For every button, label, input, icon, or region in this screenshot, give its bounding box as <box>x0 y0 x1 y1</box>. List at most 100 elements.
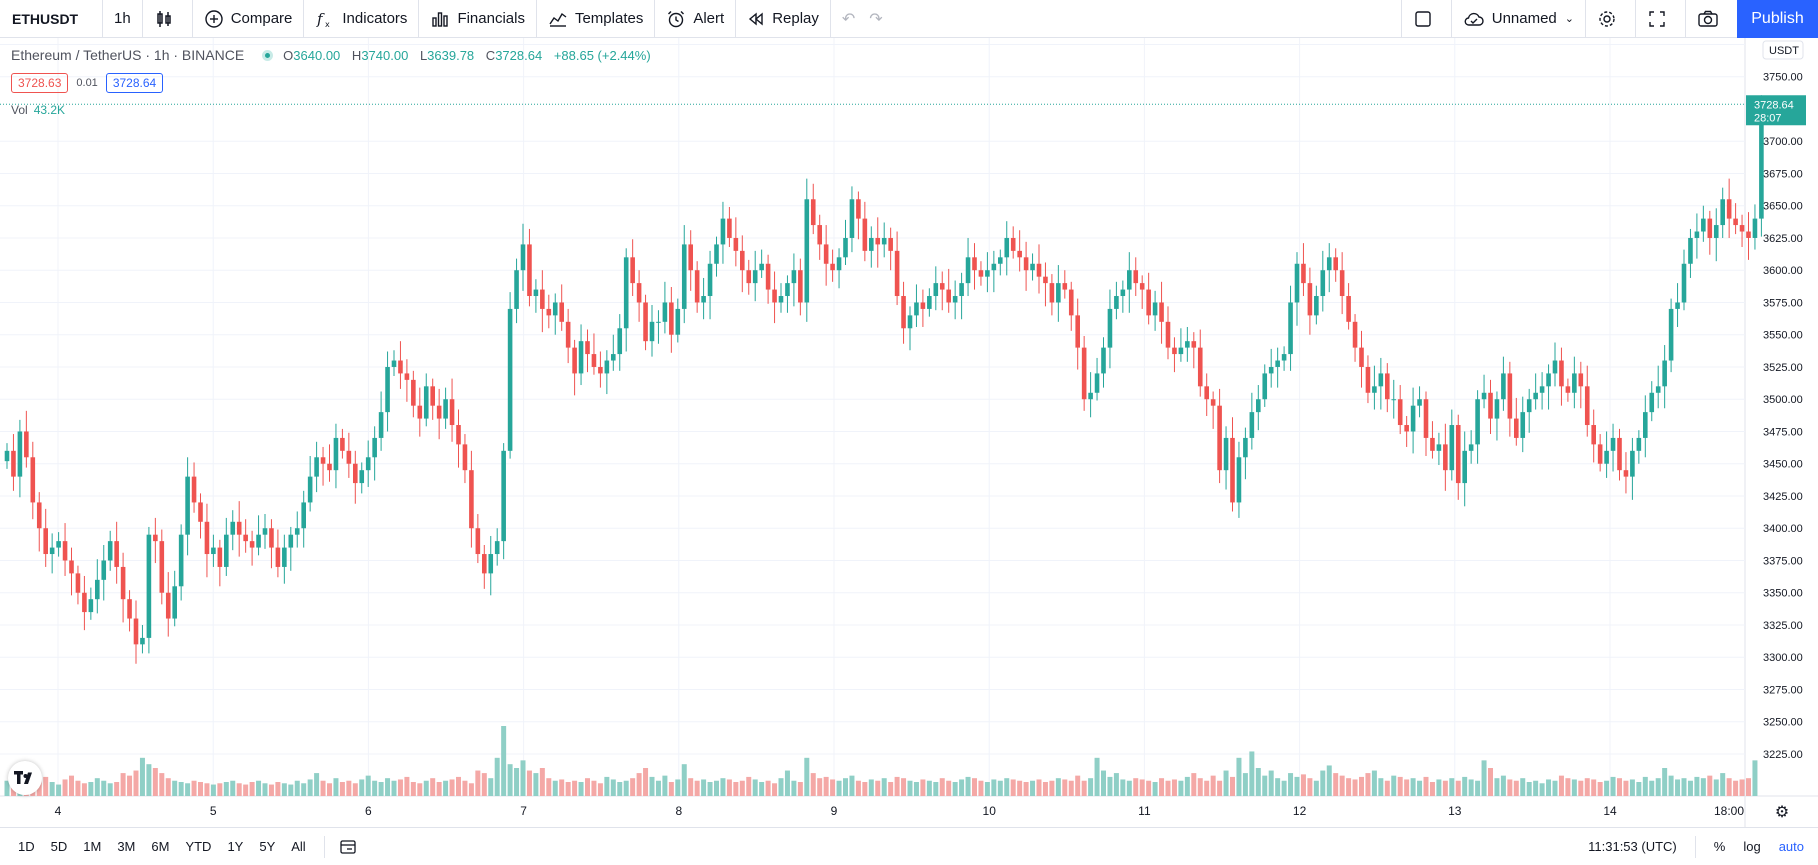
candle-body[interactable] <box>456 425 461 445</box>
candle-body[interactable] <box>881 237 887 245</box>
layout-select-button[interactable] <box>1400 0 1451 38</box>
candle-body[interactable] <box>1688 237 1693 264</box>
candle-body[interactable] <box>1281 354 1287 361</box>
candle-body[interactable] <box>1752 218 1758 238</box>
axis-settings-icon[interactable]: ⚙ <box>1775 802 1789 821</box>
candle-body[interactable] <box>385 366 390 413</box>
compare-button[interactable]: Compare <box>193 0 305 38</box>
candle-body[interactable] <box>1075 315 1080 348</box>
candle-body[interactable] <box>991 263 997 271</box>
candle-body[interactable] <box>1559 360 1564 387</box>
range-button-1d[interactable]: 1D <box>18 839 35 854</box>
candle-body[interactable] <box>778 296 784 303</box>
candle-body[interactable] <box>204 521 210 555</box>
candle-body[interactable] <box>1720 199 1725 226</box>
candle-body[interactable] <box>1701 218 1706 232</box>
candle-body[interactable] <box>1204 386 1209 400</box>
candle-body[interactable] <box>1094 373 1100 393</box>
candle-body[interactable] <box>211 547 216 555</box>
candle-body[interactable] <box>1339 270 1345 297</box>
candle-body[interactable] <box>1081 347 1087 400</box>
candle-body[interactable] <box>1526 399 1532 413</box>
candle-body[interactable] <box>598 366 603 374</box>
candle-body[interactable] <box>1397 399 1403 426</box>
candle-body[interactable] <box>391 360 397 367</box>
candle-body[interactable] <box>275 547 281 567</box>
candle-body[interactable] <box>798 270 803 303</box>
candle-body[interactable] <box>1391 399 1397 401</box>
candle-body[interactable] <box>1455 425 1461 484</box>
candle-body[interactable] <box>772 289 777 303</box>
candle-body[interactable] <box>133 618 139 645</box>
candle-body[interactable] <box>1314 296 1319 316</box>
candle-body[interactable] <box>611 354 616 361</box>
candle-body[interactable] <box>1185 341 1190 348</box>
candle-body[interactable] <box>443 399 448 419</box>
candle-body[interactable] <box>1326 257 1332 271</box>
candle-body[interactable] <box>11 450 16 477</box>
candle-body[interactable] <box>1494 399 1500 419</box>
settings-button[interactable] <box>1585 0 1635 38</box>
candle-body[interactable] <box>1210 399 1216 406</box>
candle-body[interactable] <box>1584 386 1590 426</box>
candle-body[interactable] <box>843 237 848 258</box>
candle-body[interactable] <box>1256 399 1261 413</box>
candle-body[interactable] <box>1430 437 1435 451</box>
price-chart[interactable]: 3775.003750.003700.003675.003650.003625.… <box>0 38 1818 827</box>
candle-body[interactable] <box>249 541 255 548</box>
candle-body[interactable] <box>288 534 294 548</box>
candle-body[interactable] <box>1243 437 1248 458</box>
candle-body[interactable] <box>1739 225 1745 232</box>
candle-body[interactable] <box>785 283 790 297</box>
candle-body[interactable] <box>1597 444 1603 464</box>
candle-body[interactable] <box>172 586 177 619</box>
candle-body[interactable] <box>1262 373 1268 400</box>
candle-body[interactable] <box>269 528 274 548</box>
candle-body[interactable] <box>398 360 403 374</box>
series-title[interactable]: Ethereum / TetherUS · 1h · BINANCE <box>11 47 245 63</box>
candle-body[interactable] <box>1475 399 1480 445</box>
publish-button[interactable]: Publish <box>1737 0 1818 38</box>
candle-body[interactable] <box>243 534 248 542</box>
candle-body[interactable] <box>752 270 758 284</box>
candle-body[interactable] <box>488 554 494 574</box>
candle-body[interactable] <box>849 199 855 238</box>
templates-button[interactable]: Templates <box>537 0 656 38</box>
candle-body[interactable] <box>1049 283 1055 303</box>
candle-body[interactable] <box>1346 296 1351 322</box>
goto-date-icon[interactable] <box>339 838 357 856</box>
candle-body[interactable] <box>4 450 10 462</box>
candle-body[interactable] <box>482 554 487 574</box>
candle-body[interactable] <box>224 534 229 567</box>
candle-body[interactable] <box>1114 296 1119 309</box>
candle-body[interactable] <box>694 270 700 303</box>
candle-body[interactable] <box>1449 425 1455 471</box>
candle-body[interactable] <box>417 405 423 419</box>
interval-button[interactable]: 1h <box>103 0 143 38</box>
candle-body[interactable] <box>1662 360 1667 387</box>
auto-toggle[interactable]: auto <box>1778 839 1804 854</box>
log-toggle[interactable]: log <box>1743 839 1761 854</box>
candle-body[interactable] <box>1249 412 1255 438</box>
range-button-6m[interactable]: 6M <box>151 839 170 854</box>
range-button-1y[interactable]: 1Y <box>227 839 244 854</box>
candle-body[interactable] <box>1139 283 1145 290</box>
candle-body[interactable] <box>43 528 48 555</box>
candle-body[interactable] <box>1604 450 1609 464</box>
candle-body[interactable] <box>1288 302 1293 355</box>
candle-body[interactable] <box>617 328 623 355</box>
candle-body[interactable] <box>998 257 1003 264</box>
candle-body[interactable] <box>669 302 674 335</box>
candle-body[interactable] <box>17 431 23 477</box>
candle-body[interactable] <box>965 257 971 284</box>
candle-body[interactable] <box>727 218 732 238</box>
candle-body[interactable] <box>946 289 951 303</box>
candle-body[interactable] <box>282 547 287 567</box>
candle-body[interactable] <box>1578 373 1584 387</box>
candle-body[interactable] <box>217 547 223 567</box>
candle-body[interactable] <box>733 237 739 251</box>
buy-price-button[interactable]: 3728.64 <box>105 73 164 93</box>
candle-body[interactable] <box>636 283 642 303</box>
market-status-dot[interactable] <box>262 49 274 61</box>
candle-body[interactable] <box>533 289 539 297</box>
